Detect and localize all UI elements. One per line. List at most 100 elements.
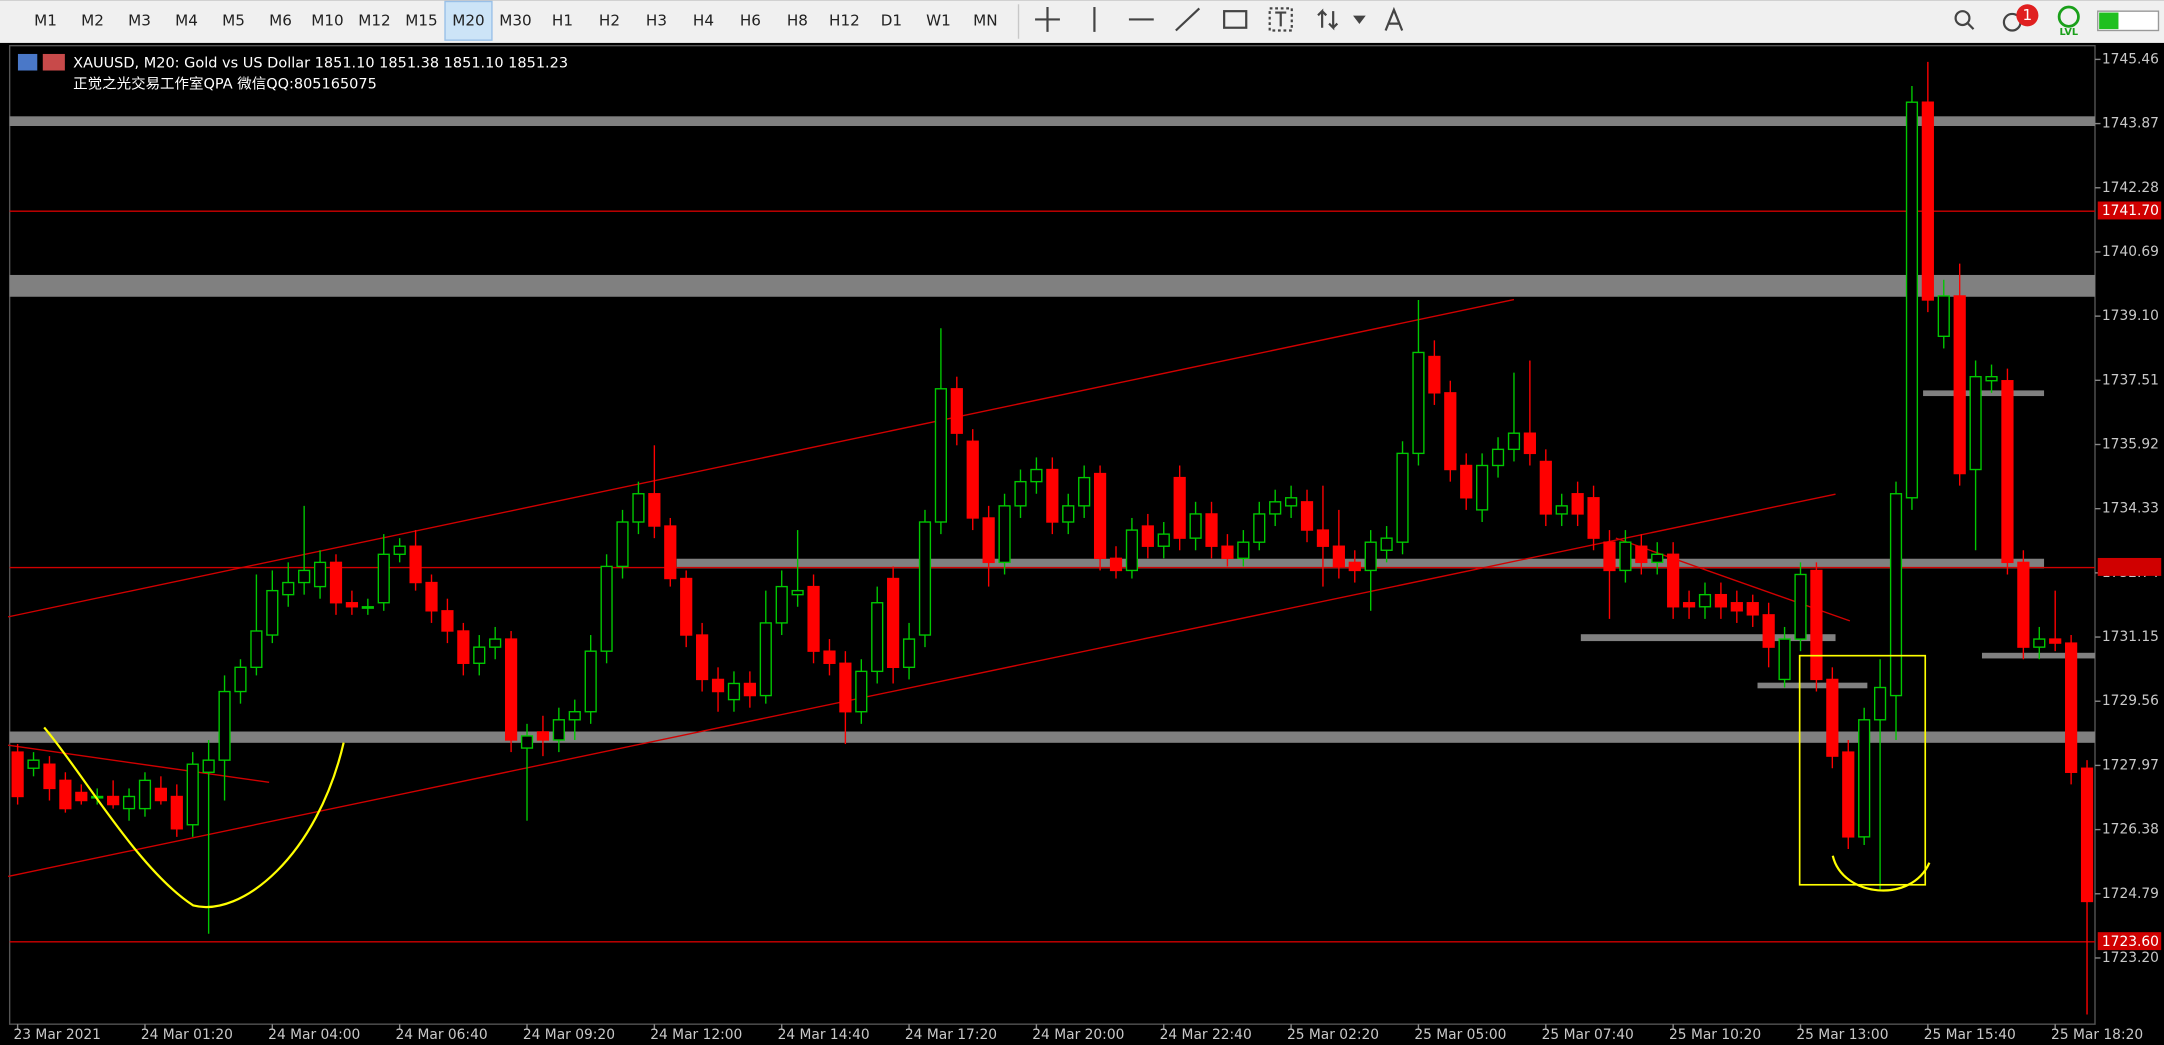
y-tick-label: 1724.79 [2102,886,2159,902]
candle-body [632,493,645,523]
candle-body [1571,493,1584,515]
y-tick-label: 1723.20 [2102,950,2159,966]
price-zone [1981,652,2095,659]
candle-body [1444,392,1457,471]
candle-body [1905,101,1919,499]
timeframe-button[interactable]: M10 [311,11,343,29]
x-tick-label: 24 Mar 14:40 [778,1027,870,1043]
timeframe-button[interactable]: M6 [269,11,292,29]
candle-body [282,581,295,596]
timeframe-button[interactable]: M2 [81,11,104,29]
y-tick-label: 1740.69 [2102,244,2159,260]
timeframe-button[interactable]: M20 [452,11,484,29]
timeframe-button[interactable]: H1 [552,11,573,29]
candle-body [186,763,199,826]
candle-body [1396,452,1409,543]
x-tick-label: 24 Mar 06:40 [396,1027,488,1043]
candle-body [727,682,741,701]
timeframe-button[interactable]: M30 [499,11,531,29]
candle-body [2001,380,2014,564]
candle-body [1603,541,1616,572]
x-tick-label: 25 Mar 07:40 [1542,1027,1634,1043]
timeframe-button[interactable]: W1 [926,11,951,29]
status-icon[interactable] [2057,5,2080,28]
chart-icon [42,53,65,71]
timeframe-button[interactable]: M12 [358,11,390,29]
candle-body [393,545,406,555]
timeframe-button[interactable]: H12 [829,11,860,29]
candle-body [1953,295,1966,475]
y-tick-label: 1739.10 [2102,308,2159,324]
candle-body [2065,642,2078,773]
x-tick-label: 23 Mar 2021 [13,1027,100,1043]
notification-count: 1 [2023,6,2033,24]
candle-body [1794,573,1807,640]
candle-body [473,646,486,664]
search-icon[interactable] [1954,10,1971,27]
price-tag [2097,201,2162,220]
candle-body [1141,525,1154,547]
candle-body [600,565,613,652]
rectangle-tool[interactable] [1223,10,1248,29]
candle-body [1364,541,1377,572]
price-zone [9,731,2095,743]
text-tool-glyph [1275,11,1287,27]
candle-body [1205,513,1218,547]
x-tick-label: 24 Mar 12:00 [650,1027,742,1043]
candle-body [711,678,725,693]
x-tick-label: 24 Mar 09:20 [523,1027,615,1043]
candle-body [170,795,183,830]
timeframe-button[interactable]: M15 [405,11,437,29]
candle-body [59,779,72,810]
candle-body [1078,476,1091,507]
timeframe-button[interactable]: M1 [34,11,57,29]
trendline-tool[interactable] [1175,7,1201,32]
timeframe-button[interactable]: H2 [599,11,620,29]
y-tick-label: 1735.92 [2102,436,2159,452]
candle-body [902,638,916,669]
candle-body [759,622,772,697]
candle-body [441,610,454,632]
chart-icon [17,53,38,71]
notification-badge[interactable] [2016,4,2039,27]
timeframe-button[interactable]: M4 [175,11,198,29]
dropdown-arrow[interactable] [1353,15,1366,25]
candle-body [313,561,327,588]
candle-body [75,791,88,802]
timeframe-button[interactable]: MN [973,11,997,29]
candle-body [266,589,279,636]
arrows-tool[interactable] [1317,8,1339,31]
candle-body [1889,493,1903,697]
candle-body [1969,375,1982,471]
candle-body [2017,561,2030,648]
y-tick-label: 1731.15 [2102,629,2159,645]
timeframe-button[interactable]: H6 [740,11,761,29]
price-tag-label: 1741.70 [2102,203,2159,219]
candle-body [425,581,438,612]
timeframe-button[interactable]: H8 [787,11,808,29]
crosshair-tool[interactable] [1035,7,1060,32]
candle-body [1587,497,1600,539]
timeframe-button[interactable]: D1 [881,11,902,29]
price-tag [2097,557,2162,576]
timeframe-button[interactable]: M3 [128,11,151,29]
candle-body [1523,432,1536,455]
candle-body [1651,553,1664,564]
y-tick-label: 1726.38 [2102,822,2159,838]
candle-body [1189,513,1202,539]
candle-body [982,517,995,564]
timeframe-selected[interactable] [444,0,493,41]
timeframe-button[interactable]: H3 [646,11,667,29]
timeframe-button[interactable]: M5 [222,11,245,29]
x-tick-label: 25 Mar 02:20 [1287,1027,1379,1043]
candle-body [855,670,868,713]
label-tool[interactable] [1384,6,1404,31]
price-zone [9,116,2095,127]
candle-body [568,711,581,721]
timeframe-button[interactable]: H4 [693,11,714,29]
candle-body [1332,545,1345,568]
candle-body [1062,505,1075,523]
candle-body [107,795,120,806]
